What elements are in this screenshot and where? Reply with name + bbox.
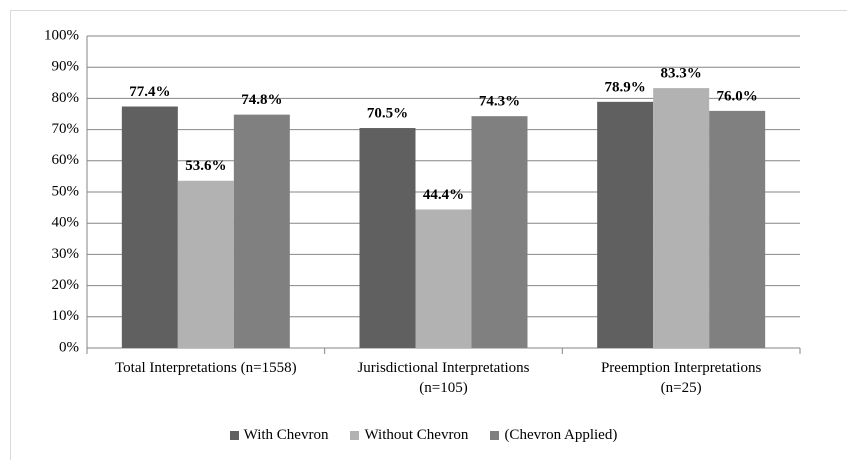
bar xyxy=(709,110,766,348)
x-tick-label: Total Interpretations (n=1558) xyxy=(115,360,297,376)
y-tick-label: 60% xyxy=(52,152,80,168)
bar xyxy=(233,114,290,349)
data-label: 78.9% xyxy=(605,79,646,95)
y-tick-label: 90% xyxy=(52,59,80,75)
y-tick-label: 50% xyxy=(52,183,80,199)
y-tick-label: 30% xyxy=(52,246,80,262)
y-tick-label: 10% xyxy=(52,308,80,324)
data-label: 44.4% xyxy=(423,187,464,203)
legend-swatch xyxy=(229,431,239,440)
legend-swatch xyxy=(490,431,500,440)
bar xyxy=(177,180,234,348)
bar xyxy=(653,88,710,348)
legend: With Chevron Without Chevron (Chevron Appl… xyxy=(0,427,847,444)
bar xyxy=(597,101,654,348)
y-tick-label: 100% xyxy=(44,27,79,43)
data-label: 53.6% xyxy=(185,158,226,174)
y-tick-label: 0% xyxy=(59,339,79,355)
y-tick-label: 80% xyxy=(52,90,80,106)
bar xyxy=(471,116,528,349)
x-tick-label: Preemption Interpretations (n=25) xyxy=(600,360,762,396)
legend-item: (Chevron Applied) xyxy=(490,427,617,444)
data-label: 77.4% xyxy=(129,84,170,100)
y-tick-label: 20% xyxy=(52,277,80,293)
legend-label: With Chevron xyxy=(243,427,329,443)
data-label: 74.3% xyxy=(479,94,520,110)
bar xyxy=(121,106,178,349)
chart-border xyxy=(10,10,847,460)
data-label: 83.3% xyxy=(661,66,702,82)
bar xyxy=(415,209,472,348)
legend-label: Without Chevron xyxy=(364,427,469,443)
data-label: 76.0% xyxy=(717,88,758,104)
data-label: 70.5% xyxy=(367,105,408,121)
legend-item: With Chevron xyxy=(229,427,329,444)
data-label: 74.8% xyxy=(241,92,282,108)
y-tick-label: 40% xyxy=(52,215,80,231)
legend-label: (Chevron Applied) xyxy=(504,427,618,443)
legend-swatch xyxy=(350,431,360,440)
bar xyxy=(359,128,416,348)
y-tick-label: 70% xyxy=(52,121,80,137)
x-tick-label: Jurisdictional Interpretations (n=105) xyxy=(357,360,530,396)
legend-item: Without Chevron xyxy=(350,427,468,444)
